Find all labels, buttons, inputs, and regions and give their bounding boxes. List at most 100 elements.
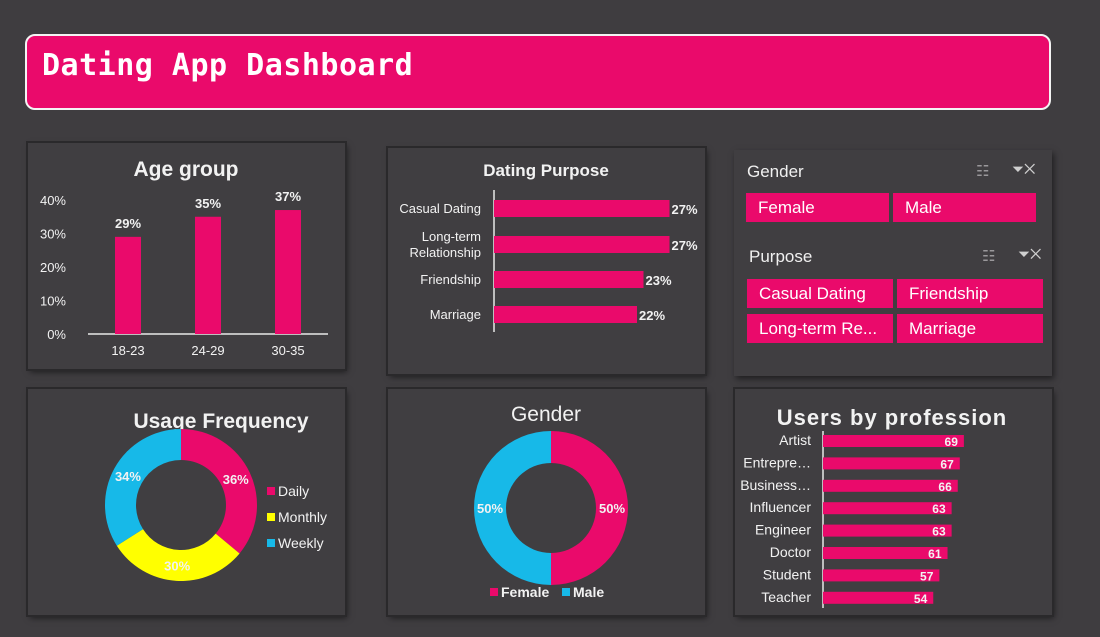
age-group-panel: Age group 0% 10% 20% 30% 40% 29% 18-23 35% 24-29… [28,143,345,369]
gender-chart-panel: Gender 50% 50% Female Male [388,389,705,615]
profession-bar [823,591,934,604]
legend-label: Female [501,584,549,600]
purpose-bar [494,306,637,323]
gender-slicer-item[interactable]: Male [893,193,1036,222]
profession-bar [823,569,940,582]
age-bar-value-label: 35% [195,196,221,211]
purpose-bar-value-label: 23% [646,273,672,288]
profession-category-label: Influencer [750,499,812,515]
donut-slice-label: 50% [599,501,625,516]
x-tick-label: 30-35 [271,343,304,358]
profession-bar [823,479,958,492]
purpose-chart-title: Dating Purpose [483,161,609,180]
purpose-bar [494,236,670,253]
donut-slice-label: 36% [223,472,249,487]
y-tick-label: 20% [40,260,66,275]
profession-bar-value-label: 67 [940,457,954,471]
donut-slice [181,429,257,554]
age-bar [195,216,221,334]
x-tick-label: 24-29 [191,343,224,358]
legend-label: Daily [278,483,309,499]
profession-bar-value-label: 69 [945,435,959,449]
usage-chart-title: Usage Frequency [133,410,308,433]
title-banner: Dating App Dashboard [25,34,1051,110]
age-chart-title: Age group [134,158,239,181]
profession-bar-value-label: 63 [932,525,946,539]
purpose-bar [494,271,644,288]
gender-chart: Gender 50% 50% Female Male [474,403,628,600]
age-bar-value-label: 37% [275,189,301,204]
usage-frequency-panel: Usage Frequency 36% 30% 34% Daily Monthly Wee… [28,389,345,615]
profession-bar [823,457,960,470]
purpose-category-label: Friendship [420,272,481,287]
legend-swatch [267,487,275,495]
dating-purpose-chart: Dating Purpose 27% Casual Dating 27% Long-t… [399,161,698,332]
multi-select-icon[interactable]: ☷ [976,163,990,180]
profession-category-label: Teacher [761,589,811,605]
legend-label: Weekly [278,535,324,551]
purpose-bar-value-label: 27% [672,202,698,217]
donut-slice-label: 34% [115,469,141,484]
x-tick-label: 18-23 [111,343,144,358]
profession-category-label: Artist [779,432,811,448]
page-title: Dating App Dashboard [42,48,414,83]
donut-slice-label: 30% [164,558,190,573]
profession-bar [823,547,948,559]
purpose-slicer-title: Purpose [749,247,813,266]
purpose-bar [494,200,670,217]
y-tick-label: 40% [40,193,66,208]
y-tick-label: 30% [40,227,66,242]
legend-label: Male [573,584,604,600]
profession-bar-value-label: 57 [920,569,934,583]
profession-category-label: Business… [740,477,811,493]
profession-chart-title: Users by profession [777,405,1008,430]
purpose-category-label: Relationship [409,245,481,260]
donut-slice [116,529,240,581]
profession-chart: Users by profession 69 Artist 67 Entrepre… 6… [740,405,1008,608]
purpose-category-label: Marriage [430,307,481,322]
profession-panel: Users by profession 69 Artist 67 Entrepre… 6… [735,389,1052,615]
profession-category-label: Doctor [770,544,812,560]
purpose-bar-value-label: 22% [639,308,665,323]
profession-category-label: Entrepre… [743,454,811,470]
purpose-slicer-item[interactable]: Marriage [897,314,1043,343]
profession-bar-value-label: 61 [928,547,942,561]
profession-bar [823,524,952,537]
donut-slice [105,429,181,546]
clear-filter-icon[interactable]: ⏷✕ [1012,161,1036,178]
legend-swatch [267,539,275,547]
profession-category-label: Student [763,566,811,582]
dating-purpose-panel: Dating Purpose 27% Casual Dating 27% Long-t… [388,148,705,374]
gender-slicer-title: Gender [747,162,804,181]
legend-swatch [490,588,498,596]
purpose-category-label: Long-term [422,229,481,244]
multi-select-icon[interactable]: ☷ [982,248,996,265]
profession-bar-value-label: 54 [914,592,928,606]
profession-category-label: Engineer [755,522,811,538]
profession-bar-value-label: 66 [938,480,952,494]
profession-bar-value-label: 63 [932,502,946,516]
legend-swatch [267,513,275,521]
profession-bar [823,502,952,515]
y-tick-label: 0% [47,327,66,342]
gender-chart-title: Gender [511,403,581,426]
gender-slicer-item[interactable]: Female [746,193,889,222]
purpose-slicer-item[interactable]: Casual Dating [747,279,893,308]
y-tick-label: 10% [40,294,66,309]
purpose-category-label: Casual Dating [399,201,481,216]
profession-bar [823,435,964,447]
donut-slice [474,431,551,585]
clear-filter-icon[interactable]: ⏷✕ [1018,246,1042,263]
age-bar-value-label: 29% [115,216,141,231]
legend-label: Monthly [278,509,327,525]
donut-slice-label: 50% [477,501,503,516]
age-bar [115,236,141,334]
age-bar [275,210,301,334]
age-group-chart: Age group 0% 10% 20% 30% 40% 29% 18-23 35% 24-29… [40,158,328,358]
purpose-bar-value-label: 27% [672,238,698,253]
purpose-slicer-item[interactable]: Friendship [897,279,1043,308]
donut-slice [551,431,628,585]
legend-swatch [562,588,570,596]
filter-slicers-panel: Gender ☷ ⏷✕ Female Male Purpose ☷ ⏷✕ Cas… [734,150,1052,376]
purpose-slicer-item[interactable]: Long-term Re... [747,314,893,343]
